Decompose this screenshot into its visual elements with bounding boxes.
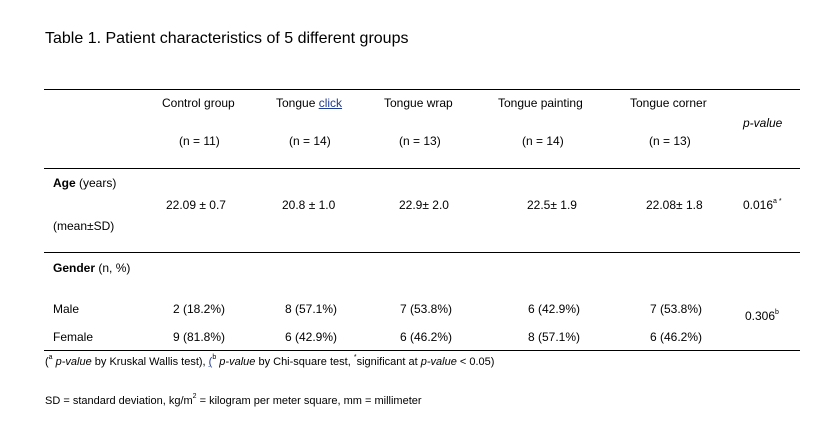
col-header-click-link[interactable]: click <box>318 96 343 110</box>
female-value-corner: 6 (46.2%) <box>650 330 703 344</box>
age-value-painting: 22.5± 1.9 <box>527 198 577 212</box>
age-rule <box>44 252 800 253</box>
male-label: Male <box>53 302 80 316</box>
male-value-wrap: 7 (53.8%) <box>400 302 453 316</box>
female-value-click: 6 (42.9%) <box>285 330 338 344</box>
table-title: Table 1. Patient characteristics of 5 di… <box>45 30 409 47</box>
table-footnote: (a p-value by Kruskal Wallis test), (b p… <box>45 354 495 368</box>
col-header-click: Tongue click <box>276 96 343 110</box>
n-wrap: (n = 13) <box>399 134 441 148</box>
male-value-painting: 6 (42.9%) <box>528 302 581 316</box>
abbreviations-note: SD = standard deviation, kg/m2 = kilogra… <box>45 393 422 407</box>
n-control: (n = 11) <box>179 134 220 148</box>
pvalue-header: p-value <box>743 116 783 130</box>
female-value-wrap: 6 (46.2%) <box>400 330 453 344</box>
age-value-click: 20.8 ± 1.0 <box>282 198 336 212</box>
table-top-rule <box>44 89 800 90</box>
n-painting: (n = 14) <box>522 134 564 148</box>
age-value-corner: 22.08± 1.8 <box>646 198 703 212</box>
gender-label: Gender (n, %) <box>53 261 131 275</box>
female-value-control: 9 (81.8%) <box>173 330 226 344</box>
male-value-control: 2 (18.2%) <box>173 302 226 316</box>
header-rule <box>44 168 800 169</box>
col-header-control: Control group <box>162 96 235 110</box>
col-header-painting: Tongue painting <box>498 96 583 110</box>
age-label: Age (years) <box>53 176 117 190</box>
female-label: Female <box>53 330 94 344</box>
female-value-painting: 8 (57.1%) <box>528 330 581 344</box>
age-sublabel: (mean±SD) <box>53 219 115 233</box>
col-header-wrap: Tongue wrap <box>384 96 453 110</box>
n-click: (n = 14) <box>289 134 331 148</box>
age-value-wrap: 22.9± 2.0 <box>399 198 449 212</box>
age-pvalue: 0.016a * <box>743 198 782 212</box>
age-value-control: 22.09 ± 0.7 <box>166 198 226 212</box>
table-bottom-rule <box>44 350 800 351</box>
col-header-corner: Tongue corner <box>630 96 707 110</box>
male-value-click: 8 (57.1%) <box>285 302 338 316</box>
gender-pvalue: 0.306b <box>745 309 779 323</box>
male-value-corner: 7 (53.8%) <box>650 302 703 316</box>
footnote-link[interactable]: ( <box>208 356 213 368</box>
n-corner: (n = 13) <box>649 134 691 148</box>
